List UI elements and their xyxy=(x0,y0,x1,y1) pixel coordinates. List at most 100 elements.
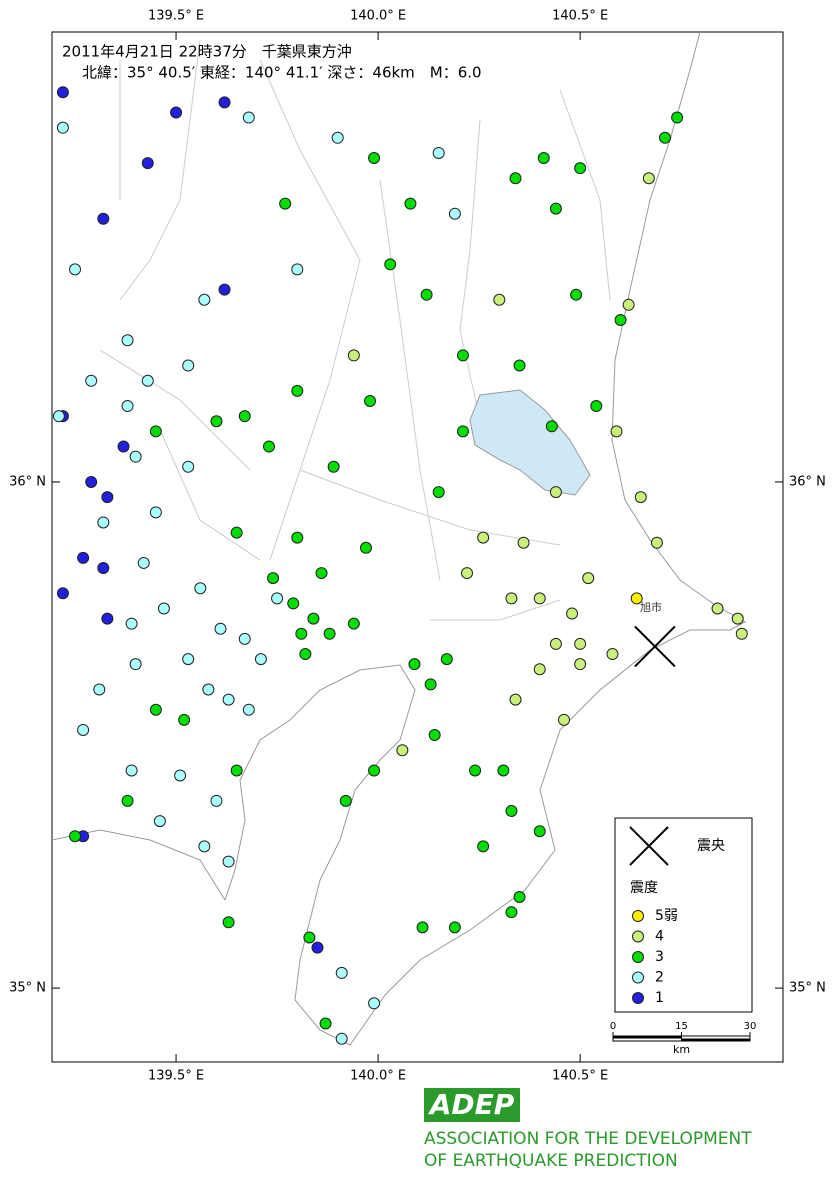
station xyxy=(230,526,243,539)
station xyxy=(121,334,134,347)
station xyxy=(614,313,627,326)
station xyxy=(262,440,275,453)
station xyxy=(97,562,110,575)
station xyxy=(477,840,490,853)
station xyxy=(549,637,562,650)
station xyxy=(505,906,518,919)
station xyxy=(299,648,312,661)
station xyxy=(214,622,227,635)
x-tick-label: 140.0° E xyxy=(350,1069,406,1084)
y-tick-label: 36° N xyxy=(9,474,46,489)
x-tick-label: 139.5° E xyxy=(148,9,204,24)
station xyxy=(331,131,344,144)
station xyxy=(339,794,352,807)
station xyxy=(424,678,437,691)
station xyxy=(52,410,65,423)
epicenter-legend-symbol xyxy=(629,826,669,866)
station xyxy=(574,658,587,671)
scale-tick-label: 15 xyxy=(675,1021,688,1032)
station xyxy=(497,764,510,777)
station xyxy=(279,197,292,210)
legend-label: 5弱 xyxy=(655,908,678,924)
logo-line: OF EARTHQUAKE PREDICTION xyxy=(424,1151,678,1171)
station xyxy=(210,794,223,807)
scale-bar xyxy=(681,1038,750,1041)
station xyxy=(222,916,235,929)
station xyxy=(125,764,138,777)
station xyxy=(238,632,251,645)
station xyxy=(291,384,304,397)
y-tick-label: 36° N xyxy=(789,474,826,489)
station xyxy=(198,840,211,853)
station xyxy=(218,283,231,296)
station xyxy=(731,612,744,625)
station xyxy=(129,450,142,463)
station xyxy=(149,703,162,716)
station xyxy=(448,921,461,934)
station xyxy=(456,349,469,362)
legend-label: 3 xyxy=(655,949,664,965)
station xyxy=(432,486,445,499)
station xyxy=(271,592,284,605)
station xyxy=(182,460,195,473)
station xyxy=(574,162,587,175)
station xyxy=(77,551,90,564)
station xyxy=(557,713,570,726)
station xyxy=(287,597,300,610)
station xyxy=(238,410,251,423)
station xyxy=(509,172,522,185)
station xyxy=(513,890,526,903)
station xyxy=(85,374,98,387)
station xyxy=(505,592,518,605)
station xyxy=(125,617,138,630)
legend-swatch xyxy=(632,971,644,984)
station xyxy=(230,764,243,777)
station xyxy=(198,293,211,306)
station xyxy=(461,567,474,580)
y-tick-label: 35° N xyxy=(9,981,46,996)
station xyxy=(533,592,546,605)
station xyxy=(335,966,348,979)
place-label: 旭市 xyxy=(640,600,662,614)
station xyxy=(642,172,655,185)
station xyxy=(174,769,187,782)
station xyxy=(404,197,417,210)
station xyxy=(408,658,421,671)
station xyxy=(448,207,461,220)
station xyxy=(533,663,546,676)
station xyxy=(622,298,635,311)
station xyxy=(630,592,643,605)
scale-bar xyxy=(613,1036,682,1039)
station xyxy=(117,440,130,453)
station xyxy=(85,475,98,488)
logo-line: ASSOCIATION FOR THE DEVELOPMENT xyxy=(424,1129,752,1149)
station xyxy=(222,693,235,706)
station xyxy=(242,703,255,716)
station xyxy=(513,359,526,372)
station xyxy=(364,394,377,407)
station xyxy=(517,536,530,549)
station xyxy=(327,460,340,473)
station xyxy=(359,541,372,554)
station xyxy=(121,400,134,413)
station xyxy=(254,653,267,666)
station xyxy=(291,531,304,544)
station xyxy=(566,607,579,620)
station xyxy=(295,627,308,640)
station xyxy=(69,263,82,276)
map-title: 2011年4月21日 22時37分 千葉県東方沖 xyxy=(62,43,352,61)
x-tick-label: 140.5° E xyxy=(552,1069,608,1084)
logo: ADEP ASSOCIATION FOR THE DEVELOPMENT OF … xyxy=(424,1088,752,1171)
station xyxy=(121,794,134,807)
station xyxy=(97,516,110,529)
legend-label: 4 xyxy=(655,929,664,945)
station xyxy=(493,293,506,306)
station xyxy=(533,825,546,838)
station xyxy=(101,612,114,625)
station xyxy=(323,627,336,640)
station xyxy=(396,744,409,757)
station xyxy=(574,637,587,650)
station xyxy=(537,152,550,165)
station xyxy=(242,111,255,124)
station xyxy=(570,288,583,301)
